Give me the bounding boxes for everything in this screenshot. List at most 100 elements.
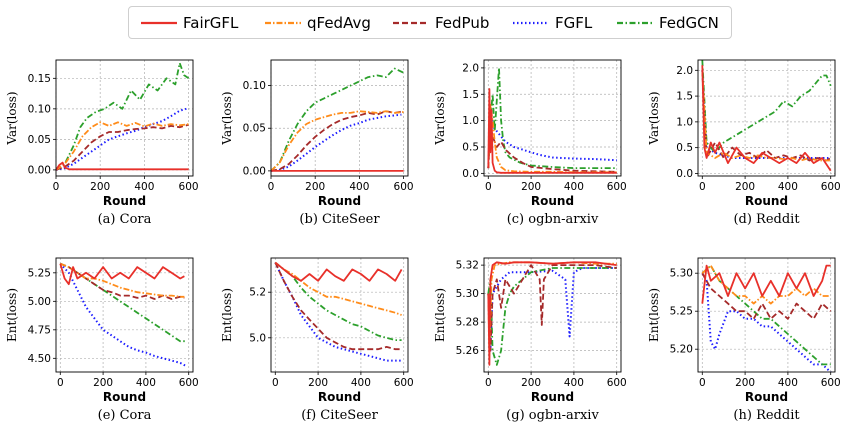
- series-line-fgfl: [59, 263, 188, 368]
- legend-label: qFedAvg: [307, 14, 371, 32]
- y-tick-label: 1.5: [676, 91, 693, 103]
- series-line-qfedavg: [274, 261, 402, 316]
- y-tick-label: 2.0: [676, 65, 693, 77]
- x-axis-label: Round: [531, 194, 574, 208]
- y-tick-label: 5.20: [670, 344, 693, 356]
- y-axis-label: Var(loss): [433, 91, 447, 145]
- series-group: [701, 264, 832, 372]
- y-tick-label: 0.15: [28, 73, 51, 85]
- y-tick-label: 4.50: [28, 353, 51, 365]
- series-line-fedpub: [701, 272, 832, 320]
- x-tick-label: 400: [136, 377, 156, 389]
- y-tick-label: 0.0: [676, 168, 693, 180]
- y-tick-label: 4.75: [28, 324, 51, 336]
- series-group: [701, 60, 832, 172]
- series-line-fedgcn: [487, 67, 617, 170]
- series-line-qfedavg: [487, 103, 617, 174]
- y-tick-label: 5.30: [456, 288, 479, 300]
- y-tick-label: 0.10: [243, 80, 266, 92]
- x-tick-label: 200: [521, 377, 541, 389]
- y-tick-label: 5.28: [456, 317, 479, 329]
- y-tick-label: 5.2: [249, 287, 266, 299]
- x-tick-label: 200: [305, 181, 325, 193]
- y-tick-label: 5.25: [28, 267, 51, 279]
- series-line-fedgcn: [56, 62, 190, 171]
- x-tick-label: 400: [778, 181, 798, 193]
- series-line-fedpub: [487, 125, 617, 173]
- y-tick-label: 5.32: [456, 260, 479, 272]
- legend-label: FedPub: [435, 14, 490, 32]
- y-tick-label: 2.0: [462, 62, 479, 74]
- legend-label: FGFL: [555, 14, 593, 32]
- axes-frame: [270, 257, 409, 373]
- x-tick-label: 200: [735, 181, 755, 193]
- axes-frame: [697, 257, 836, 373]
- y-tick-label: 0.05: [243, 123, 266, 135]
- subplot-caption: (h) Reddit: [733, 408, 800, 422]
- y-axis-label: Ent(loss): [220, 288, 234, 342]
- subplot: 0 200 400 600 5.0 5.2 Round Ent(loss) (f) CiteSe…: [220, 257, 414, 422]
- x-tick-label: 200: [521, 181, 541, 193]
- subplot: 0 200 400 600 0.00 0.05 0.10 Round Var(loss) (b) …: [220, 59, 414, 227]
- series-line-fgfl: [274, 262, 402, 362]
- axes-frame: [55, 59, 194, 177]
- y-tick-label: 0.05: [28, 134, 51, 146]
- y-axis-label: Var(loss): [220, 91, 234, 145]
- x-tick-label: 600: [607, 377, 627, 389]
- x-tick-label: 600: [394, 377, 414, 389]
- x-tick-label: 400: [349, 181, 369, 193]
- subplot: 0 200 400 600 0.00 0.05 0.10 0.15 Round Var(loss)…: [5, 59, 199, 227]
- y-tick-label: 5.25: [670, 306, 693, 318]
- series-line-qfedavg: [56, 121, 189, 171]
- series-line-fedpub: [271, 110, 404, 172]
- x-tick-label: 400: [778, 377, 798, 389]
- x-tick-label: 600: [179, 181, 199, 193]
- x-tick-label: 200: [90, 181, 110, 193]
- y-tick-label: 1.0: [462, 115, 479, 127]
- x-tick-label: 600: [607, 181, 627, 193]
- series-line-qfedavg: [487, 261, 617, 352]
- y-axis-label: Ent(loss): [647, 288, 661, 342]
- axes-frame: [483, 59, 622, 177]
- legend-label: FairGFL: [183, 14, 239, 32]
- y-tick-label: 0.0: [462, 168, 479, 180]
- x-tick-label: 400: [351, 377, 371, 389]
- x-tick-label: 0: [53, 181, 60, 193]
- series-line-fairgfl: [487, 261, 617, 366]
- y-tick-label: 0.5: [676, 142, 693, 154]
- axes-frame: [270, 59, 409, 177]
- x-tick-label: 200: [308, 377, 328, 389]
- series-group: [274, 261, 403, 362]
- subplot-caption: (f) CiteSeer: [301, 408, 378, 422]
- series-line-fedgcn: [59, 262, 187, 343]
- y-axis-label: Ent(loss): [433, 288, 447, 342]
- y-tick-label: 0.00: [28, 164, 51, 176]
- x-tick-label: 0: [699, 377, 706, 389]
- subplot: 0 200 400 600 5.26 5.28 5.30 5.32 Round Ent(loss)…: [433, 257, 627, 422]
- series-line-fgfl: [56, 107, 187, 171]
- series-line-fedgcn: [274, 261, 402, 342]
- x-tick-label: 400: [134, 181, 154, 193]
- y-axis-label: Var(loss): [647, 91, 661, 145]
- y-tick-label: 1.5: [462, 89, 479, 101]
- series-group: [59, 262, 188, 368]
- x-tick-label: 200: [735, 377, 755, 389]
- series-line-fairgfl: [701, 65, 832, 172]
- x-axis-label: Round: [318, 390, 361, 404]
- x-tick-label: 400: [564, 181, 584, 193]
- series-line-fedpub: [274, 262, 402, 351]
- series-line-fgfl: [271, 113, 402, 172]
- series-line-fairgfl: [274, 261, 403, 282]
- x-axis-label: Round: [103, 194, 146, 208]
- subplot-caption: (a) Cora: [98, 212, 152, 227]
- x-tick-label: 400: [564, 377, 584, 389]
- x-axis-label: Round: [531, 390, 574, 404]
- series-line-fedgcn: [701, 60, 832, 154]
- series-line-fgfl: [701, 272, 832, 372]
- series-group: [487, 67, 617, 174]
- series-line-fairgfl: [56, 161, 189, 171]
- subplot-caption: (g) ogbn-arxiv: [506, 408, 599, 422]
- y-tick-label: 5.00: [28, 296, 51, 308]
- series-line-fgfl: [487, 267, 617, 352]
